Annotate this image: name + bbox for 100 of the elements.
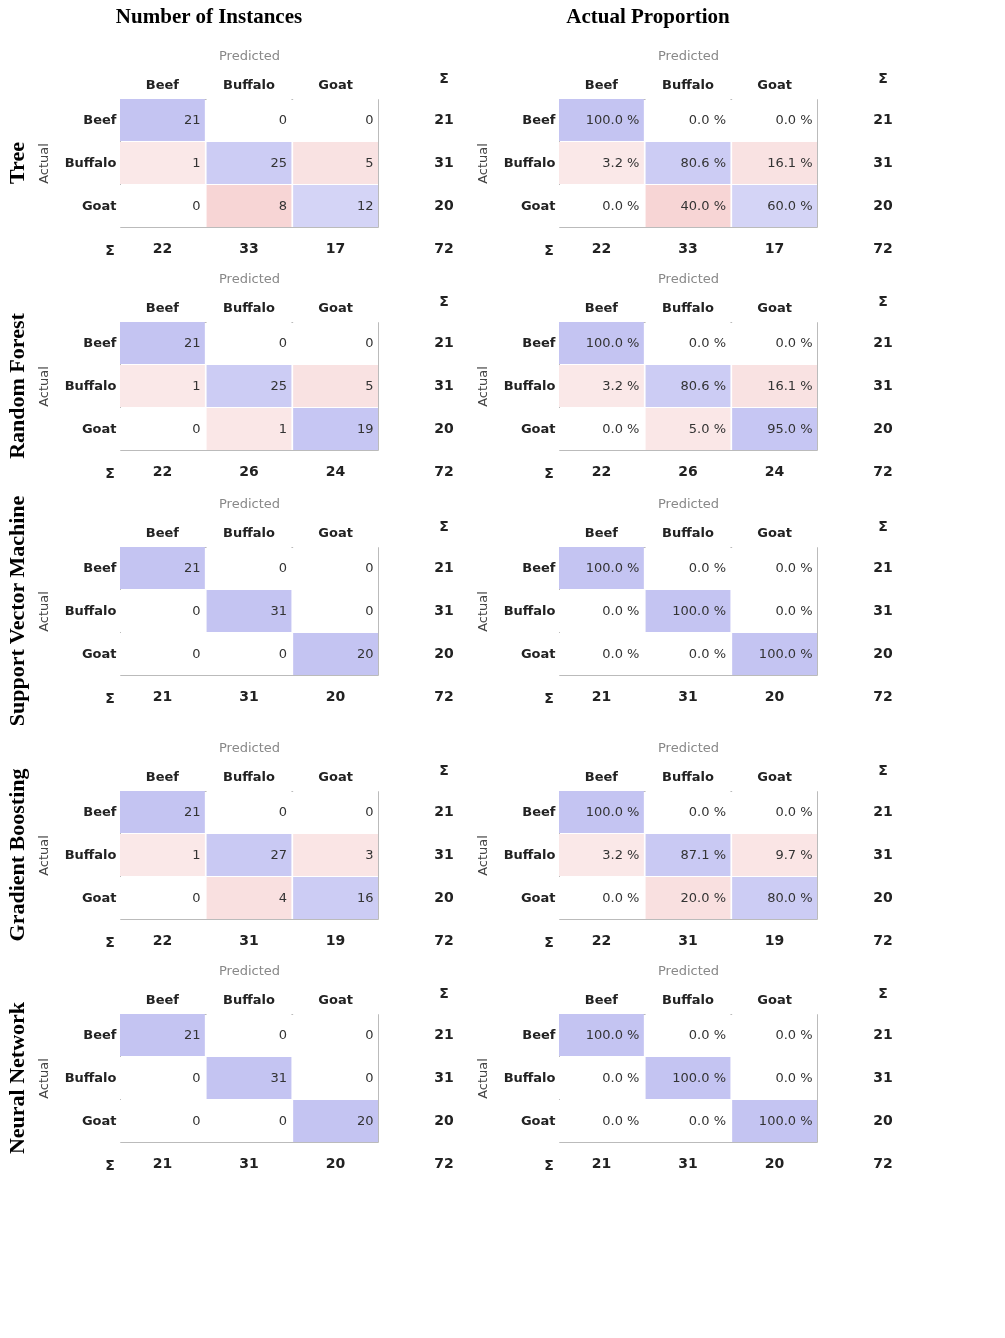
text: 33: [239, 240, 259, 256]
text: Σ: [439, 762, 449, 778]
data-label: 5.0 %: [688, 420, 726, 436]
y2-tick-label: 31: [434, 846, 454, 862]
category-label: 31: [678, 1155, 698, 1171]
y-tick-label: Beef: [83, 112, 117, 128]
x-tick-label: Goat: [318, 299, 353, 315]
data-label: 9.7 %: [775, 847, 813, 862]
text: 26: [678, 463, 698, 479]
y-axis-title: Actual: [474, 143, 490, 184]
data-label: 0: [278, 645, 287, 661]
data-label: 40.0 %: [680, 197, 726, 213]
y-tick-label: Goat: [81, 197, 117, 213]
data-label: 1: [278, 420, 287, 436]
data-label: 80.0 %: [767, 889, 813, 905]
y-tick-label: Beef: [83, 804, 117, 820]
category-label: 31: [239, 932, 259, 948]
y2-tick-label: 20: [873, 419, 893, 436]
text: Σ: [105, 242, 115, 258]
x-tick-label: Beef: [584, 76, 619, 92]
text: 19: [325, 932, 346, 948]
y2-tick-label: 21: [434, 803, 454, 820]
data-label: 0: [278, 1027, 287, 1043]
y2-tick-label: 21: [873, 803, 893, 820]
data-label: 0: [192, 889, 201, 905]
x-axis-title: Predicted: [218, 962, 281, 978]
data-label: 0: [192, 1070, 201, 1085]
text: Σ: [878, 518, 888, 534]
y-tick-label: Goat: [81, 420, 117, 436]
data-label: 3: [365, 847, 374, 862]
y-axis-title: Actual: [474, 366, 490, 407]
data-label: 21: [183, 1027, 201, 1043]
y2-tick-label: 21: [434, 111, 454, 128]
data-label: 0.0 %: [688, 1112, 726, 1128]
text: 72: [434, 688, 454, 704]
text: 33: [678, 240, 698, 256]
y2-tick-label: 21: [873, 334, 893, 351]
text: 31: [239, 1155, 259, 1171]
x-tick-label: Buffalo: [662, 991, 714, 1007]
data-label: 20.0 %: [680, 889, 726, 905]
x-axis-title: Predicted: [657, 270, 720, 286]
x-tick-label: Buffalo: [223, 991, 275, 1007]
y2-tick-label: 31: [434, 377, 454, 393]
text: Σ: [439, 518, 449, 534]
text: Σ: [105, 1157, 115, 1173]
category-label: 31: [239, 688, 259, 704]
x-tick-label: Buffalo: [662, 768, 714, 784]
y-tick-label: Goat: [81, 889, 117, 905]
text: 72: [873, 688, 893, 704]
y-tick-label: Buffalo: [64, 847, 117, 862]
y-tick-label: Goat: [520, 645, 556, 661]
text: Tree: [4, 141, 30, 184]
y-tick-label: Buffalo: [64, 1070, 117, 1085]
text: 24: [764, 463, 785, 479]
data-label: 25: [270, 378, 287, 393]
text: 72: [434, 1155, 454, 1171]
category-label: 21: [591, 688, 612, 704]
y-tick-label: Buffalo: [64, 603, 117, 618]
x-tick-label: Beef: [145, 991, 180, 1007]
data-label: 0.0 %: [775, 603, 813, 618]
y-axis-title: Actual: [474, 835, 490, 876]
text: 72: [434, 932, 454, 948]
category-label: 31: [678, 932, 698, 948]
x-tick-label: Beef: [145, 299, 180, 315]
y2-tick-label: 20: [873, 1111, 893, 1128]
x-axis-title: Predicted: [657, 962, 720, 978]
data-label: 87.1 %: [680, 847, 726, 862]
y-tick-label: Beef: [522, 560, 556, 576]
data-label: 0.0 %: [775, 1027, 813, 1043]
x-tick-label: Beef: [584, 991, 619, 1007]
x-tick-label: Buffalo: [223, 768, 275, 784]
y2-tick-label: 20: [434, 419, 454, 436]
data-label: 0.0 %: [602, 645, 640, 661]
x-axis-title: Predicted: [218, 47, 281, 63]
data-label: 100.0 %: [672, 603, 726, 618]
data-label: 0: [365, 560, 374, 576]
text: 72: [873, 1155, 893, 1171]
chart-subtitle: Number of Instances: [115, 4, 303, 28]
x-tick-label: Goat: [757, 299, 792, 315]
data-label: 100.0 %: [672, 1070, 726, 1085]
data-label: 16: [357, 889, 374, 905]
y-tick-label: Beef: [522, 112, 556, 128]
data-label: 0.0 %: [775, 112, 813, 128]
y2-tick-label: 21: [434, 334, 454, 351]
y-tick-label: Goat: [520, 889, 556, 905]
data-label: 0.0 %: [688, 335, 726, 351]
category-label: 21: [152, 1155, 173, 1171]
data-label: 1: [192, 155, 201, 170]
data-label: 27: [270, 847, 287, 862]
y2-tick-label: 31: [434, 602, 454, 618]
text: Σ: [878, 70, 888, 86]
data-label: 0.0 %: [602, 1070, 640, 1085]
text: Σ: [105, 934, 115, 950]
x-tick-label: Buffalo: [223, 524, 275, 540]
data-label: 0.0 %: [602, 197, 640, 213]
data-label: 0.0 %: [775, 1070, 813, 1085]
y-tick-label: Beef: [522, 804, 556, 820]
y-tick-label: Buffalo: [503, 603, 556, 618]
y2-tick-label: 21: [873, 559, 893, 576]
x-tick-label: Goat: [318, 524, 353, 540]
